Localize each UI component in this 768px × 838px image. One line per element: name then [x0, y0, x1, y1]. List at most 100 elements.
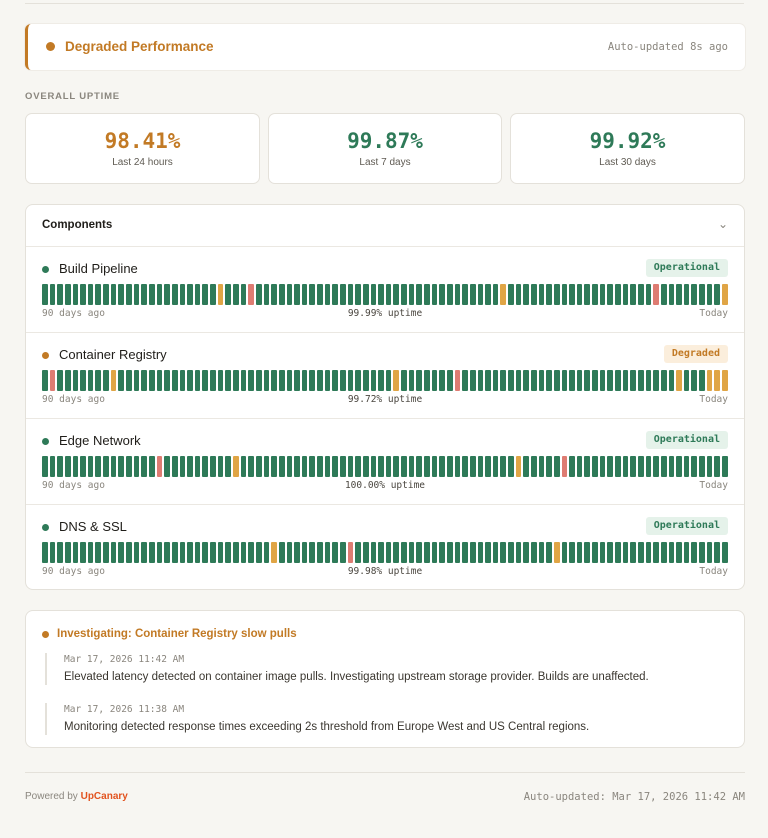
uptime-bar-operational[interactable]: [576, 542, 583, 563]
uptime-bar-operational[interactable]: [87, 370, 94, 391]
uptime-bar-operational[interactable]: [576, 456, 583, 477]
uptime-bar-operational[interactable]: [294, 456, 300, 477]
uptime-bar-operational[interactable]: [301, 284, 308, 305]
uptime-bar-operational[interactable]: [126, 284, 132, 305]
uptime-bar-operational[interactable]: [691, 456, 698, 477]
uptime-bar-operational[interactable]: [469, 456, 476, 477]
uptime-bar-operational[interactable]: [42, 284, 48, 305]
uptime-bar-outage[interactable]: [156, 456, 163, 477]
uptime-bar-operational[interactable]: [446, 456, 453, 477]
uptime-bar-degraded[interactable]: [500, 284, 507, 305]
uptime-bar-operational[interactable]: [500, 542, 507, 563]
uptime-bar-operational[interactable]: [370, 284, 377, 305]
uptime-bar-operational[interactable]: [133, 542, 140, 563]
uptime-bar-operational[interactable]: [263, 284, 270, 305]
components-header[interactable]: Components ⌄: [26, 205, 744, 247]
uptime-bar-operational[interactable]: [240, 542, 247, 563]
uptime-bar-operational[interactable]: [171, 542, 178, 563]
uptime-bar-operational[interactable]: [103, 284, 109, 305]
uptime-bar-operational[interactable]: [339, 542, 346, 563]
uptime-bar-operational[interactable]: [523, 370, 529, 391]
uptime-bar-operational[interactable]: [347, 284, 354, 305]
uptime-bar-operational[interactable]: [57, 456, 63, 477]
uptime-bar-operational[interactable]: [255, 456, 262, 477]
uptime-bar-operational[interactable]: [569, 284, 575, 305]
uptime-bar-operational[interactable]: [187, 542, 193, 563]
uptime-bar-outage[interactable]: [347, 542, 354, 563]
uptime-bar-operational[interactable]: [622, 456, 629, 477]
uptime-bar-operational[interactable]: [393, 284, 400, 305]
uptime-bar-operational[interactable]: [156, 542, 163, 563]
uptime-bar-operational[interactable]: [424, 542, 430, 563]
uptime-bar-operational[interactable]: [278, 456, 285, 477]
uptime-bar-operational[interactable]: [370, 456, 377, 477]
uptime-bar-operational[interactable]: [64, 284, 71, 305]
uptime-bar-operational[interactable]: [592, 542, 598, 563]
uptime-bar-operational[interactable]: [57, 542, 63, 563]
uptime-bar-operational[interactable]: [202, 542, 209, 563]
uptime-bar-operational[interactable]: [408, 370, 415, 391]
uptime-bar-operational[interactable]: [492, 284, 499, 305]
uptime-bar-operational[interactable]: [347, 370, 354, 391]
uptime-bar-operational[interactable]: [561, 370, 568, 391]
uptime-bar-operational[interactable]: [653, 370, 659, 391]
uptime-bar-operational[interactable]: [103, 456, 109, 477]
uptime-bar-operational[interactable]: [584, 456, 591, 477]
uptime-bar-degraded[interactable]: [714, 370, 721, 391]
uptime-bar-operational[interactable]: [515, 542, 522, 563]
uptime-bar-operational[interactable]: [72, 542, 79, 563]
uptime-bar-operational[interactable]: [194, 370, 201, 391]
uptime-bar-operational[interactable]: [271, 370, 277, 391]
uptime-bar-degraded[interactable]: [110, 370, 117, 391]
uptime-bar-operational[interactable]: [431, 370, 438, 391]
incident-title[interactable]: Investigating: Container Registry slow p…: [57, 628, 297, 640]
uptime-bar-operational[interactable]: [301, 542, 308, 563]
uptime-bar-operational[interactable]: [699, 542, 705, 563]
uptime-bar-degraded[interactable]: [233, 456, 239, 477]
uptime-bar-operational[interactable]: [630, 456, 636, 477]
uptime-bar-operational[interactable]: [324, 370, 331, 391]
uptime-bar-operational[interactable]: [141, 542, 147, 563]
uptime-bar-operational[interactable]: [248, 370, 254, 391]
uptime-bar-operational[interactable]: [553, 370, 560, 391]
uptime-bar-operational[interactable]: [699, 370, 705, 391]
uptime-bar-operational[interactable]: [576, 370, 583, 391]
uptime-bar-operational[interactable]: [469, 284, 476, 305]
uptime-bar-operational[interactable]: [607, 542, 614, 563]
uptime-bar-operational[interactable]: [683, 370, 690, 391]
uptime-bar-operational[interactable]: [72, 456, 79, 477]
uptime-bar-operational[interactable]: [454, 542, 461, 563]
uptime-bar-operational[interactable]: [248, 542, 254, 563]
uptime-bar-operational[interactable]: [87, 456, 94, 477]
uptime-bar-operational[interactable]: [80, 542, 86, 563]
uptime-bar-operational[interactable]: [141, 370, 147, 391]
uptime-bar-operational[interactable]: [439, 284, 445, 305]
uptime-bar-operational[interactable]: [531, 542, 537, 563]
uptime-bar-operational[interactable]: [171, 284, 178, 305]
uptime-bar-operational[interactable]: [485, 370, 491, 391]
uptime-bar-operational[interactable]: [294, 542, 300, 563]
uptime-bar-operational[interactable]: [225, 284, 232, 305]
uptime-bar-operational[interactable]: [676, 284, 682, 305]
uptime-bar-operational[interactable]: [599, 456, 606, 477]
uptime-bar-operational[interactable]: [508, 370, 514, 391]
uptime-bar-degraded[interactable]: [271, 542, 277, 563]
uptime-bar-operational[interactable]: [615, 542, 621, 563]
uptime-bar-operational[interactable]: [95, 370, 102, 391]
uptime-bar-degraded[interactable]: [393, 370, 400, 391]
uptime-bar-operational[interactable]: [424, 370, 430, 391]
uptime-bar-operational[interactable]: [240, 284, 247, 305]
uptime-bar-operational[interactable]: [332, 284, 338, 305]
uptime-bar-operational[interactable]: [187, 456, 193, 477]
uptime-bar-operational[interactable]: [42, 370, 48, 391]
uptime-bar-degraded[interactable]: [515, 456, 522, 477]
uptime-bar-operational[interactable]: [660, 370, 667, 391]
uptime-bar-operational[interactable]: [248, 456, 254, 477]
uptime-bar-operational[interactable]: [133, 456, 140, 477]
uptime-bar-operational[interactable]: [317, 456, 323, 477]
uptime-bar-operational[interactable]: [630, 542, 636, 563]
uptime-bar-operational[interactable]: [615, 284, 621, 305]
uptime-bar-operational[interactable]: [378, 370, 384, 391]
uptime-bar-operational[interactable]: [401, 542, 407, 563]
uptime-bar-operational[interactable]: [637, 370, 644, 391]
